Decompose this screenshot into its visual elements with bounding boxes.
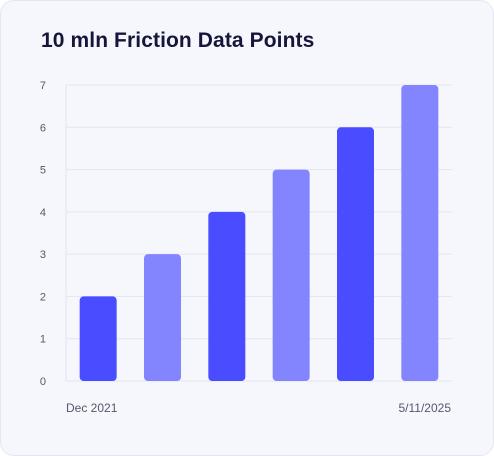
chart-title: 10 mln Friction Data Points xyxy=(41,29,315,52)
bar xyxy=(401,85,439,381)
y-tick-label: 5 xyxy=(40,165,46,177)
y-tick-label: 7 xyxy=(40,80,46,92)
y-tick-label: 6 xyxy=(40,122,46,134)
bar xyxy=(79,296,117,381)
bar xyxy=(144,254,181,381)
bars xyxy=(79,85,439,382)
y-tick-label: 4 xyxy=(40,207,46,219)
x-label-start: Dec 2021 xyxy=(66,401,118,415)
y-tick-label: 0 xyxy=(40,376,46,388)
y-axis-ticks: 0 1 2 3 4 5 6 7 xyxy=(40,80,46,388)
bar xyxy=(272,169,310,381)
gridlines xyxy=(65,84,452,382)
y-tick-label: 3 xyxy=(40,249,46,261)
y-tick-label: 2 xyxy=(40,291,46,303)
bar xyxy=(337,127,374,382)
y-tick-label: 1 xyxy=(40,334,46,346)
bar xyxy=(208,211,246,381)
x-label-end: 5/11/2025 xyxy=(399,401,452,415)
x-axis-labels: Dec 2021 5/11/2025 xyxy=(66,401,451,415)
